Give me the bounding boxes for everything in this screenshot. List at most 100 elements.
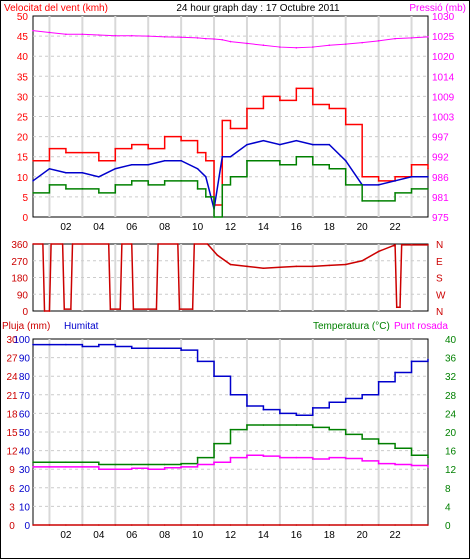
wind-series-max-point bbox=[163, 135, 166, 138]
humidity-series-rain-point bbox=[213, 524, 215, 526]
rain-axis-label: Pluja (mm) bbox=[2, 321, 50, 332]
wind-y-tick: 5 bbox=[22, 193, 28, 204]
wind-series-avg-point bbox=[262, 139, 265, 142]
direction-series bbox=[33, 243, 428, 312]
direction-series-point bbox=[311, 265, 314, 268]
wind-series-pressure-point bbox=[394, 37, 396, 40]
x-tick-label: 04 bbox=[93, 222, 105, 233]
humidity-series-temperature-point bbox=[213, 442, 215, 445]
x-tick-label: 14 bbox=[258, 222, 270, 233]
direction-series-point bbox=[43, 310, 46, 312]
humidity-series-humidity-point bbox=[180, 349, 182, 351]
humidity-series-rain-point bbox=[279, 524, 281, 526]
direction-series-point bbox=[130, 243, 133, 245]
humidity-series-rain-point bbox=[32, 524, 34, 526]
wind-series-max-point bbox=[295, 87, 298, 90]
direction-series-point bbox=[178, 308, 181, 310]
wind-series-min-point bbox=[328, 167, 331, 170]
wind-series-min-point bbox=[196, 188, 199, 190]
x-tick-label: 20 bbox=[357, 530, 369, 541]
direction-series-point bbox=[328, 264, 331, 267]
wind-series-avg-point bbox=[180, 159, 182, 162]
humidity-series-humidity-point bbox=[279, 412, 281, 415]
wind-series-pressure-point bbox=[377, 40, 380, 42]
humidity-series-rain-point bbox=[328, 524, 331, 526]
wind-series-min-point bbox=[130, 180, 133, 182]
humidity-series-dewpoint-point bbox=[361, 460, 363, 462]
wind-series-pressure-point bbox=[81, 33, 84, 36]
humidity-series-rain-point bbox=[262, 524, 265, 526]
wind-series-min-point bbox=[295, 155, 298, 158]
wind-series-avg-point bbox=[410, 176, 413, 178]
humidity-y-tick: 10 bbox=[19, 502, 31, 513]
wind-series-avg-point bbox=[32, 180, 34, 182]
wind-series-avg-point bbox=[229, 155, 232, 158]
wind-series-max-point bbox=[311, 103, 314, 106]
humidity-series-rain-point bbox=[427, 524, 429, 526]
humidity-series-rain-point bbox=[377, 524, 380, 526]
wind-panel-frame bbox=[32, 15, 429, 218]
pressure-y-tick: 1030 bbox=[432, 12, 455, 23]
wind-series-min-point bbox=[81, 188, 84, 190]
direction-series-point bbox=[71, 243, 74, 245]
wind-series-avg-point bbox=[81, 171, 84, 174]
temperature-y-tick: 32 bbox=[445, 372, 457, 383]
direction-series-point bbox=[177, 243, 179, 245]
wind-series-max-point bbox=[328, 107, 331, 110]
wind-series-pressure-point bbox=[180, 36, 182, 38]
humidity-series-rain-point bbox=[180, 524, 182, 526]
humidity-series-dewpoint-point bbox=[130, 467, 133, 470]
wind-series-min-point bbox=[114, 184, 117, 186]
humidity-series-rain-point bbox=[311, 524, 314, 526]
humidity-series-temperature-point bbox=[427, 456, 429, 459]
wind-series-max-point bbox=[147, 147, 150, 150]
direction-series-point bbox=[206, 243, 209, 245]
rain-y-tick: 27 bbox=[6, 354, 18, 365]
direction-compass-label: N bbox=[436, 307, 443, 318]
direction-series-point bbox=[394, 244, 396, 246]
direction-series-point bbox=[42, 243, 44, 245]
temperature-y-tick: 40 bbox=[445, 335, 457, 346]
wind-series-pressure-point bbox=[279, 46, 281, 48]
wind-y-tick: 50 bbox=[17, 12, 29, 23]
direction-series-point bbox=[48, 310, 51, 312]
direction-series-point bbox=[109, 308, 112, 310]
wind-series-pressure-point bbox=[48, 31, 51, 34]
temperature-y-tick: 0 bbox=[445, 521, 451, 532]
humidity-series-humidity-point bbox=[48, 343, 51, 346]
humidity-series-rain-point bbox=[48, 524, 51, 526]
wind-series-max-point bbox=[427, 167, 429, 170]
humidity-y-tick: 50 bbox=[19, 428, 31, 439]
humidity-series-humidity-point bbox=[114, 345, 117, 348]
wind-series-pressure-point bbox=[163, 36, 166, 38]
direction-series-point bbox=[50, 243, 52, 245]
humidity-series-dewpoint-point bbox=[410, 464, 413, 467]
humidity-series-humidity-point bbox=[361, 394, 363, 396]
humidity-series-humidity-point bbox=[246, 405, 248, 407]
dewpoint-axis-label: Punt rosada bbox=[394, 321, 448, 332]
x-tick-label: 22 bbox=[390, 222, 402, 233]
direction-series-point bbox=[216, 254, 219, 256]
rain-y-tick: 18 bbox=[6, 409, 18, 420]
direction-y-tick: 0 bbox=[22, 307, 28, 318]
humidity-y-tick: 100 bbox=[13, 335, 30, 346]
wind-series-pressure-point bbox=[32, 29, 34, 32]
direction-series-point bbox=[132, 308, 135, 310]
humidity-series-humidity-point bbox=[377, 380, 380, 383]
wind-series-max-point bbox=[221, 119, 224, 122]
humidity-series-temperature-point bbox=[361, 438, 363, 440]
humidity-series-temperature-point bbox=[81, 461, 84, 464]
wind-series-avg-point bbox=[311, 143, 314, 146]
wind-series-max-point bbox=[410, 163, 413, 166]
wind-series-min-point bbox=[394, 192, 396, 194]
humidity-series-humidity-point bbox=[229, 394, 232, 396]
wind-series-avg-point bbox=[221, 155, 224, 158]
wind-series-pressure-point bbox=[410, 37, 413, 39]
wind-y-tick: 10 bbox=[17, 173, 29, 184]
wind-series-avg-point bbox=[279, 143, 281, 146]
wind-axis-label: Velocitat del vent (kmh) bbox=[4, 3, 108, 14]
wind-series-max-point bbox=[180, 139, 182, 142]
direction-y-tick: 180 bbox=[11, 274, 28, 285]
x-tick-label: 08 bbox=[159, 530, 171, 541]
